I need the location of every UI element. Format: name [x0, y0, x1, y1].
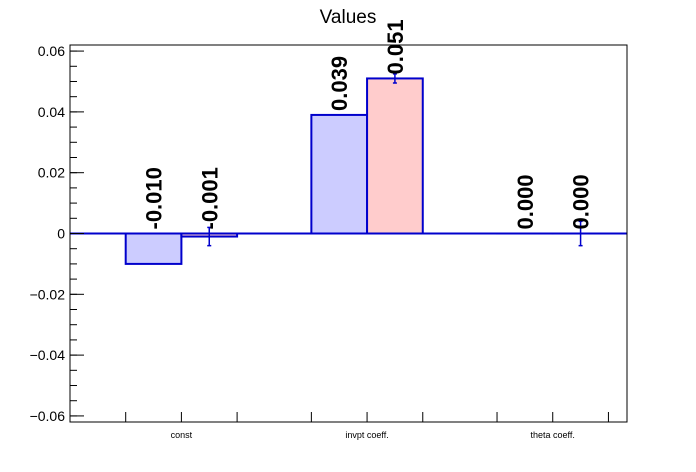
value-label: 0.000: [569, 174, 594, 229]
y-tick-label: 0.06: [38, 43, 65, 59]
value-label: 0.000: [513, 174, 538, 229]
value-label: 0.051: [383, 19, 408, 74]
y-tick-label: −0.06: [30, 408, 66, 424]
x-category-label: const: [171, 430, 193, 440]
bar: [366, 77, 424, 235]
y-tick-label: 0: [57, 226, 65, 242]
x-category-label: invpt coeff.: [345, 430, 388, 440]
value-label: -0.001: [197, 167, 222, 229]
value-label: 0.039: [327, 56, 352, 111]
bar: [124, 232, 183, 265]
axes-layer: [69, 44, 628, 423]
labels-layer: -0.010 0.039 0.000 -0.001 0.051 0.000 −0.06 −0.…: [30, 19, 594, 440]
bar: [310, 113, 369, 235]
x-category-label: theta coeff.: [531, 430, 575, 440]
value-label: -0.010: [142, 167, 167, 229]
y-tick-label: −0.04: [30, 347, 66, 363]
y-tick-label: −0.02: [30, 286, 66, 302]
y-tick-label: 0.04: [38, 104, 65, 120]
y-tick-label: 0.02: [38, 165, 65, 181]
chart-title: Values: [320, 7, 377, 28]
